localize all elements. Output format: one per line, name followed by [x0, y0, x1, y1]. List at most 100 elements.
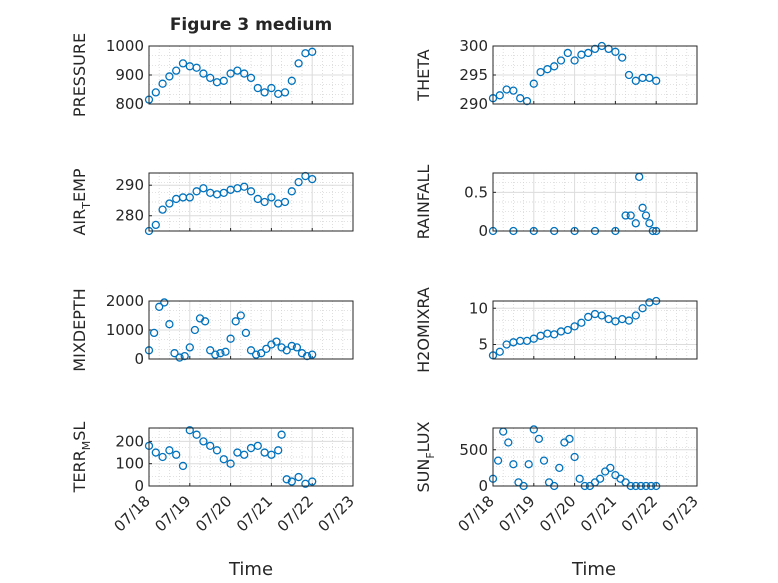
- y-axis-label: RAINFALL: [414, 165, 433, 240]
- data-point: [550, 330, 559, 339]
- data-point: [645, 73, 654, 83]
- data-point: [292, 343, 302, 352]
- data-point: [257, 349, 266, 358]
- data-point: [534, 434, 544, 444]
- y-tick-label: 10: [469, 299, 488, 317]
- data-point: [308, 47, 317, 56]
- y-axis-label: THETA: [414, 49, 433, 101]
- data-point: [529, 425, 538, 434]
- y-axis-label: SUNFLUX: [414, 421, 437, 492]
- y-axis-label: H2OMIXRA: [414, 287, 433, 373]
- axes-box: [492, 300, 698, 360]
- data-point: [267, 83, 276, 93]
- data-point: [158, 452, 167, 462]
- x-tick-label: 07/20: [536, 492, 579, 535]
- data-point: [563, 325, 572, 335]
- y-tick-label: 290: [459, 95, 488, 113]
- data-point: [556, 56, 566, 65]
- data-point: [539, 456, 549, 465]
- y-tick-label: 1000: [106, 37, 144, 55]
- data-point: [590, 44, 600, 54]
- data-point: [274, 446, 283, 455]
- data-point: [267, 193, 276, 202]
- data-point: [495, 91, 504, 100]
- data-point: [226, 459, 235, 468]
- y-tick-label: 800: [115, 95, 144, 113]
- data-point: [151, 448, 160, 457]
- data-point: [206, 73, 215, 83]
- y-axis-label: PRESSURE: [70, 33, 89, 117]
- data-point: [158, 205, 167, 214]
- data-point: [524, 460, 533, 469]
- data-point: [206, 346, 215, 355]
- data-point: [160, 298, 169, 307]
- data-point: [236, 311, 245, 320]
- subplot-2: 290 295 300 THETA: [414, 37, 698, 113]
- data-point: [216, 349, 225, 358]
- x-axis-label-right: Time: [571, 559, 616, 580]
- data-point: [575, 474, 584, 483]
- data-point: [308, 350, 317, 359]
- y-tick-label: 0: [134, 350, 144, 368]
- data-point: [287, 477, 296, 486]
- y-tick-label: 100: [115, 455, 144, 473]
- axes-box: [148, 172, 354, 232]
- data-point: [493, 456, 503, 465]
- axes-box: [148, 300, 354, 360]
- data-point: [231, 317, 240, 326]
- x-tick-label: 07/20: [192, 492, 235, 535]
- data-point: [267, 450, 276, 459]
- data-point: [253, 441, 262, 450]
- subplot-4: 0 0.5 RAINFALL: [414, 165, 698, 240]
- x-tick-label: 07/23: [315, 492, 358, 535]
- data-point: [165, 72, 174, 81]
- subplot-3: 280 290 AIRTEMP: [70, 168, 354, 236]
- data-point: [294, 59, 303, 68]
- data-point: [178, 461, 188, 471]
- data-point: [185, 193, 194, 202]
- y-axis-label: AIRTEMP: [70, 168, 93, 235]
- x-tick-label: 07/18: [111, 492, 154, 535]
- data-point: [308, 174, 317, 184]
- data-point: [165, 199, 174, 208]
- data-point: [638, 304, 647, 313]
- data-point: [584, 48, 593, 58]
- data-point: [529, 79, 538, 88]
- data-point: [604, 44, 613, 54]
- x-axis-label-left: Time: [228, 559, 273, 580]
- data-point: [624, 316, 634, 325]
- y-tick-label: 290: [115, 176, 144, 194]
- data-point: [509, 86, 518, 95]
- y-tick-label: 0: [478, 477, 488, 495]
- axes-box: [492, 45, 698, 105]
- data-point: [522, 96, 532, 106]
- data-point: [226, 69, 235, 78]
- data-point: [626, 211, 635, 220]
- data-point: [631, 219, 640, 228]
- y-axis-label: MIXDEPTH: [70, 288, 89, 371]
- data-point: [570, 322, 579, 331]
- data-point: [200, 317, 210, 326]
- data-point: [253, 194, 262, 204]
- data-point: [219, 188, 228, 197]
- y-tick-label: 5: [478, 336, 488, 354]
- x-tick-label: 07/21: [577, 492, 620, 535]
- data-point: [199, 69, 208, 78]
- subplot-6: 5 10 H2OMIXRA: [414, 287, 698, 373]
- data-point: [151, 220, 160, 230]
- data-point: [185, 426, 194, 435]
- y-tick-label: 2000: [106, 292, 144, 310]
- data-point: [172, 66, 181, 75]
- data-point: [192, 430, 201, 439]
- data-point: [206, 441, 215, 450]
- data-point: [504, 438, 513, 447]
- y-tick-label: 1000: [106, 321, 144, 339]
- data-point: [611, 47, 620, 56]
- data-point: [211, 350, 220, 359]
- data-point: [246, 73, 256, 83]
- data-point: [262, 344, 271, 354]
- data-point: [240, 69, 249, 78]
- y-axis-label: TERRMSL: [70, 422, 93, 494]
- x-tick-label: 07/22: [618, 492, 661, 535]
